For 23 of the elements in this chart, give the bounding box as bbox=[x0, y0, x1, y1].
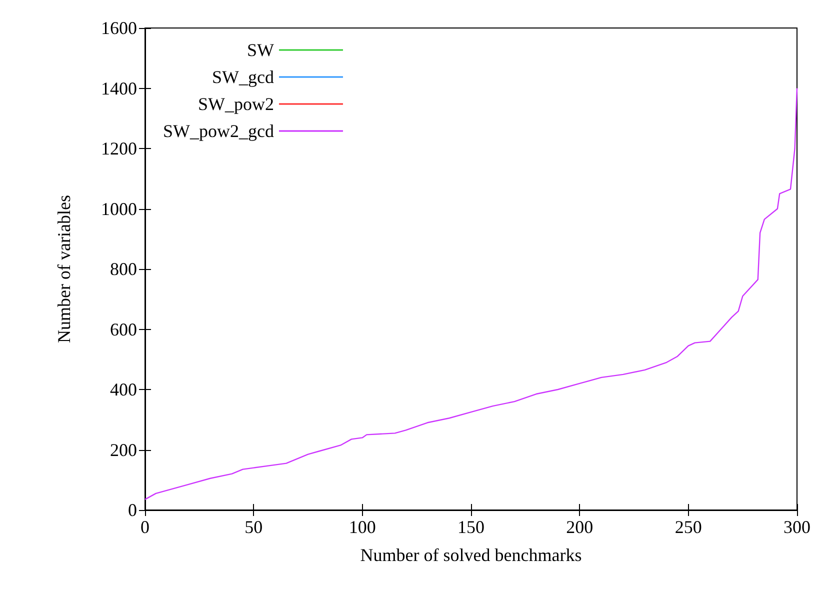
x-axis-title: Number of solved benchmarks bbox=[360, 545, 582, 565]
y-tick-label: 600 bbox=[110, 319, 137, 340]
y-tick-label: 0 bbox=[128, 500, 137, 520]
x-tick-label: 300 bbox=[784, 517, 810, 537]
y-tick-label: 200 bbox=[110, 440, 137, 460]
x-tick-label: 100 bbox=[348, 517, 376, 537]
line-series bbox=[144, 88, 798, 500]
y-axis-title: Number of variables bbox=[54, 195, 74, 343]
x-tick-label: 50 bbox=[244, 517, 263, 537]
y-tick-label: 400 bbox=[110, 380, 137, 400]
legend-label: SW bbox=[246, 40, 274, 60]
legend-label: SW_gcd bbox=[212, 67, 274, 87]
y-tick-label: 1600 bbox=[101, 18, 137, 38]
legend-label: SW_pow2 bbox=[198, 94, 274, 114]
x-tick-label: 250 bbox=[674, 517, 702, 537]
x-tick-label: 150 bbox=[458, 517, 484, 537]
y-tick-label: 1200 bbox=[101, 138, 137, 158]
y-tick-label: 1000 bbox=[101, 198, 137, 219]
x-tick-label: 0 bbox=[140, 517, 150, 537]
legend-label: SW_pow2_gcd bbox=[162, 121, 274, 141]
y-tick-label: 1400 bbox=[101, 78, 137, 98]
x-tick-label: 200 bbox=[566, 517, 594, 537]
y-tick-label: 800 bbox=[110, 259, 137, 279]
